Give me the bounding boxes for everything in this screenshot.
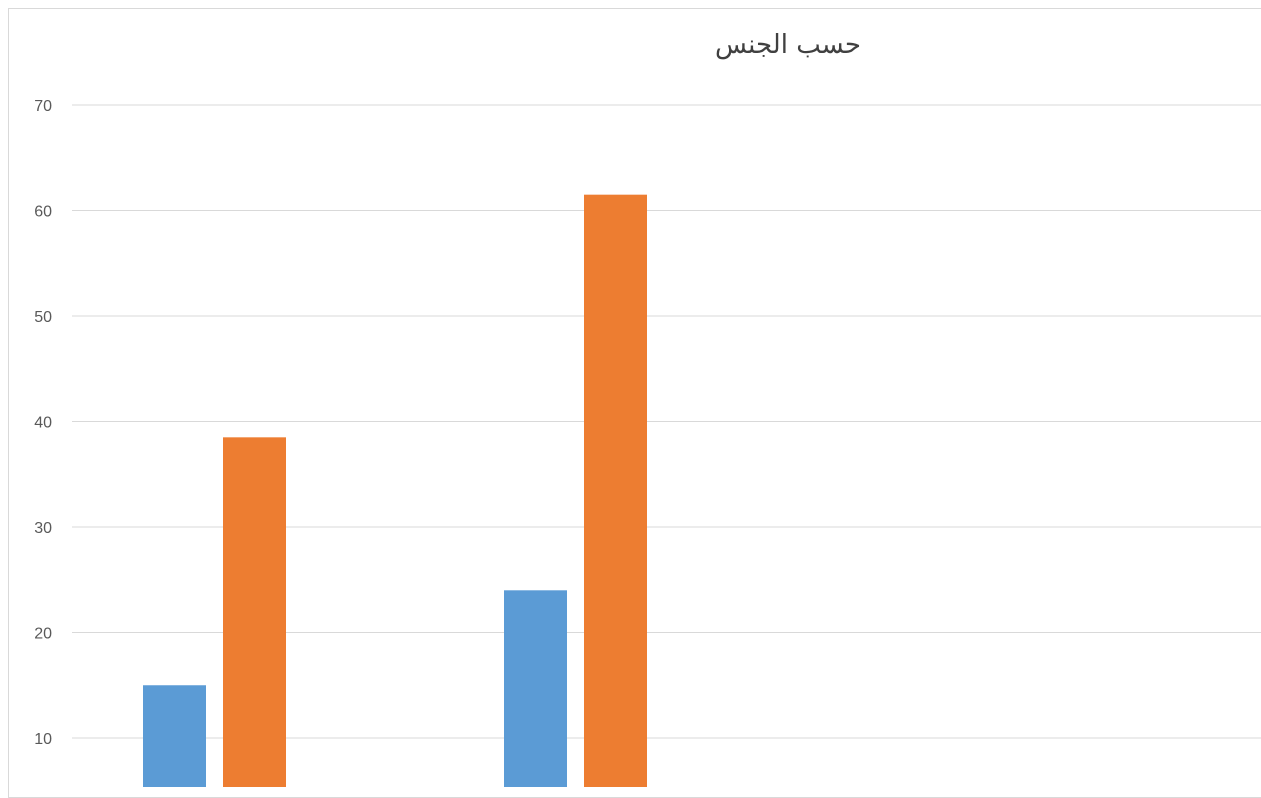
y-tick-label: 20 (34, 626, 52, 643)
bar-series2-group2 (584, 194, 647, 787)
y-tick-label: 30 (34, 520, 52, 537)
chart-title: حسب الجنس (715, 30, 861, 60)
y-tick-labels: 10 20 30 40 50 60 70 (34, 98, 52, 748)
bar-series1-group2 (504, 590, 567, 787)
gridlines (72, 104, 1261, 739)
y-tick-label: 10 (34, 731, 52, 748)
y-tick-label: 70 (34, 98, 52, 115)
bar-series2-group1 (223, 437, 286, 787)
bar-series1-group1 (143, 685, 206, 787)
y-tick-label: 40 (34, 415, 52, 432)
y-tick-label: 60 (34, 204, 52, 221)
y-tick-label: 50 (34, 309, 52, 326)
bars (143, 194, 647, 787)
